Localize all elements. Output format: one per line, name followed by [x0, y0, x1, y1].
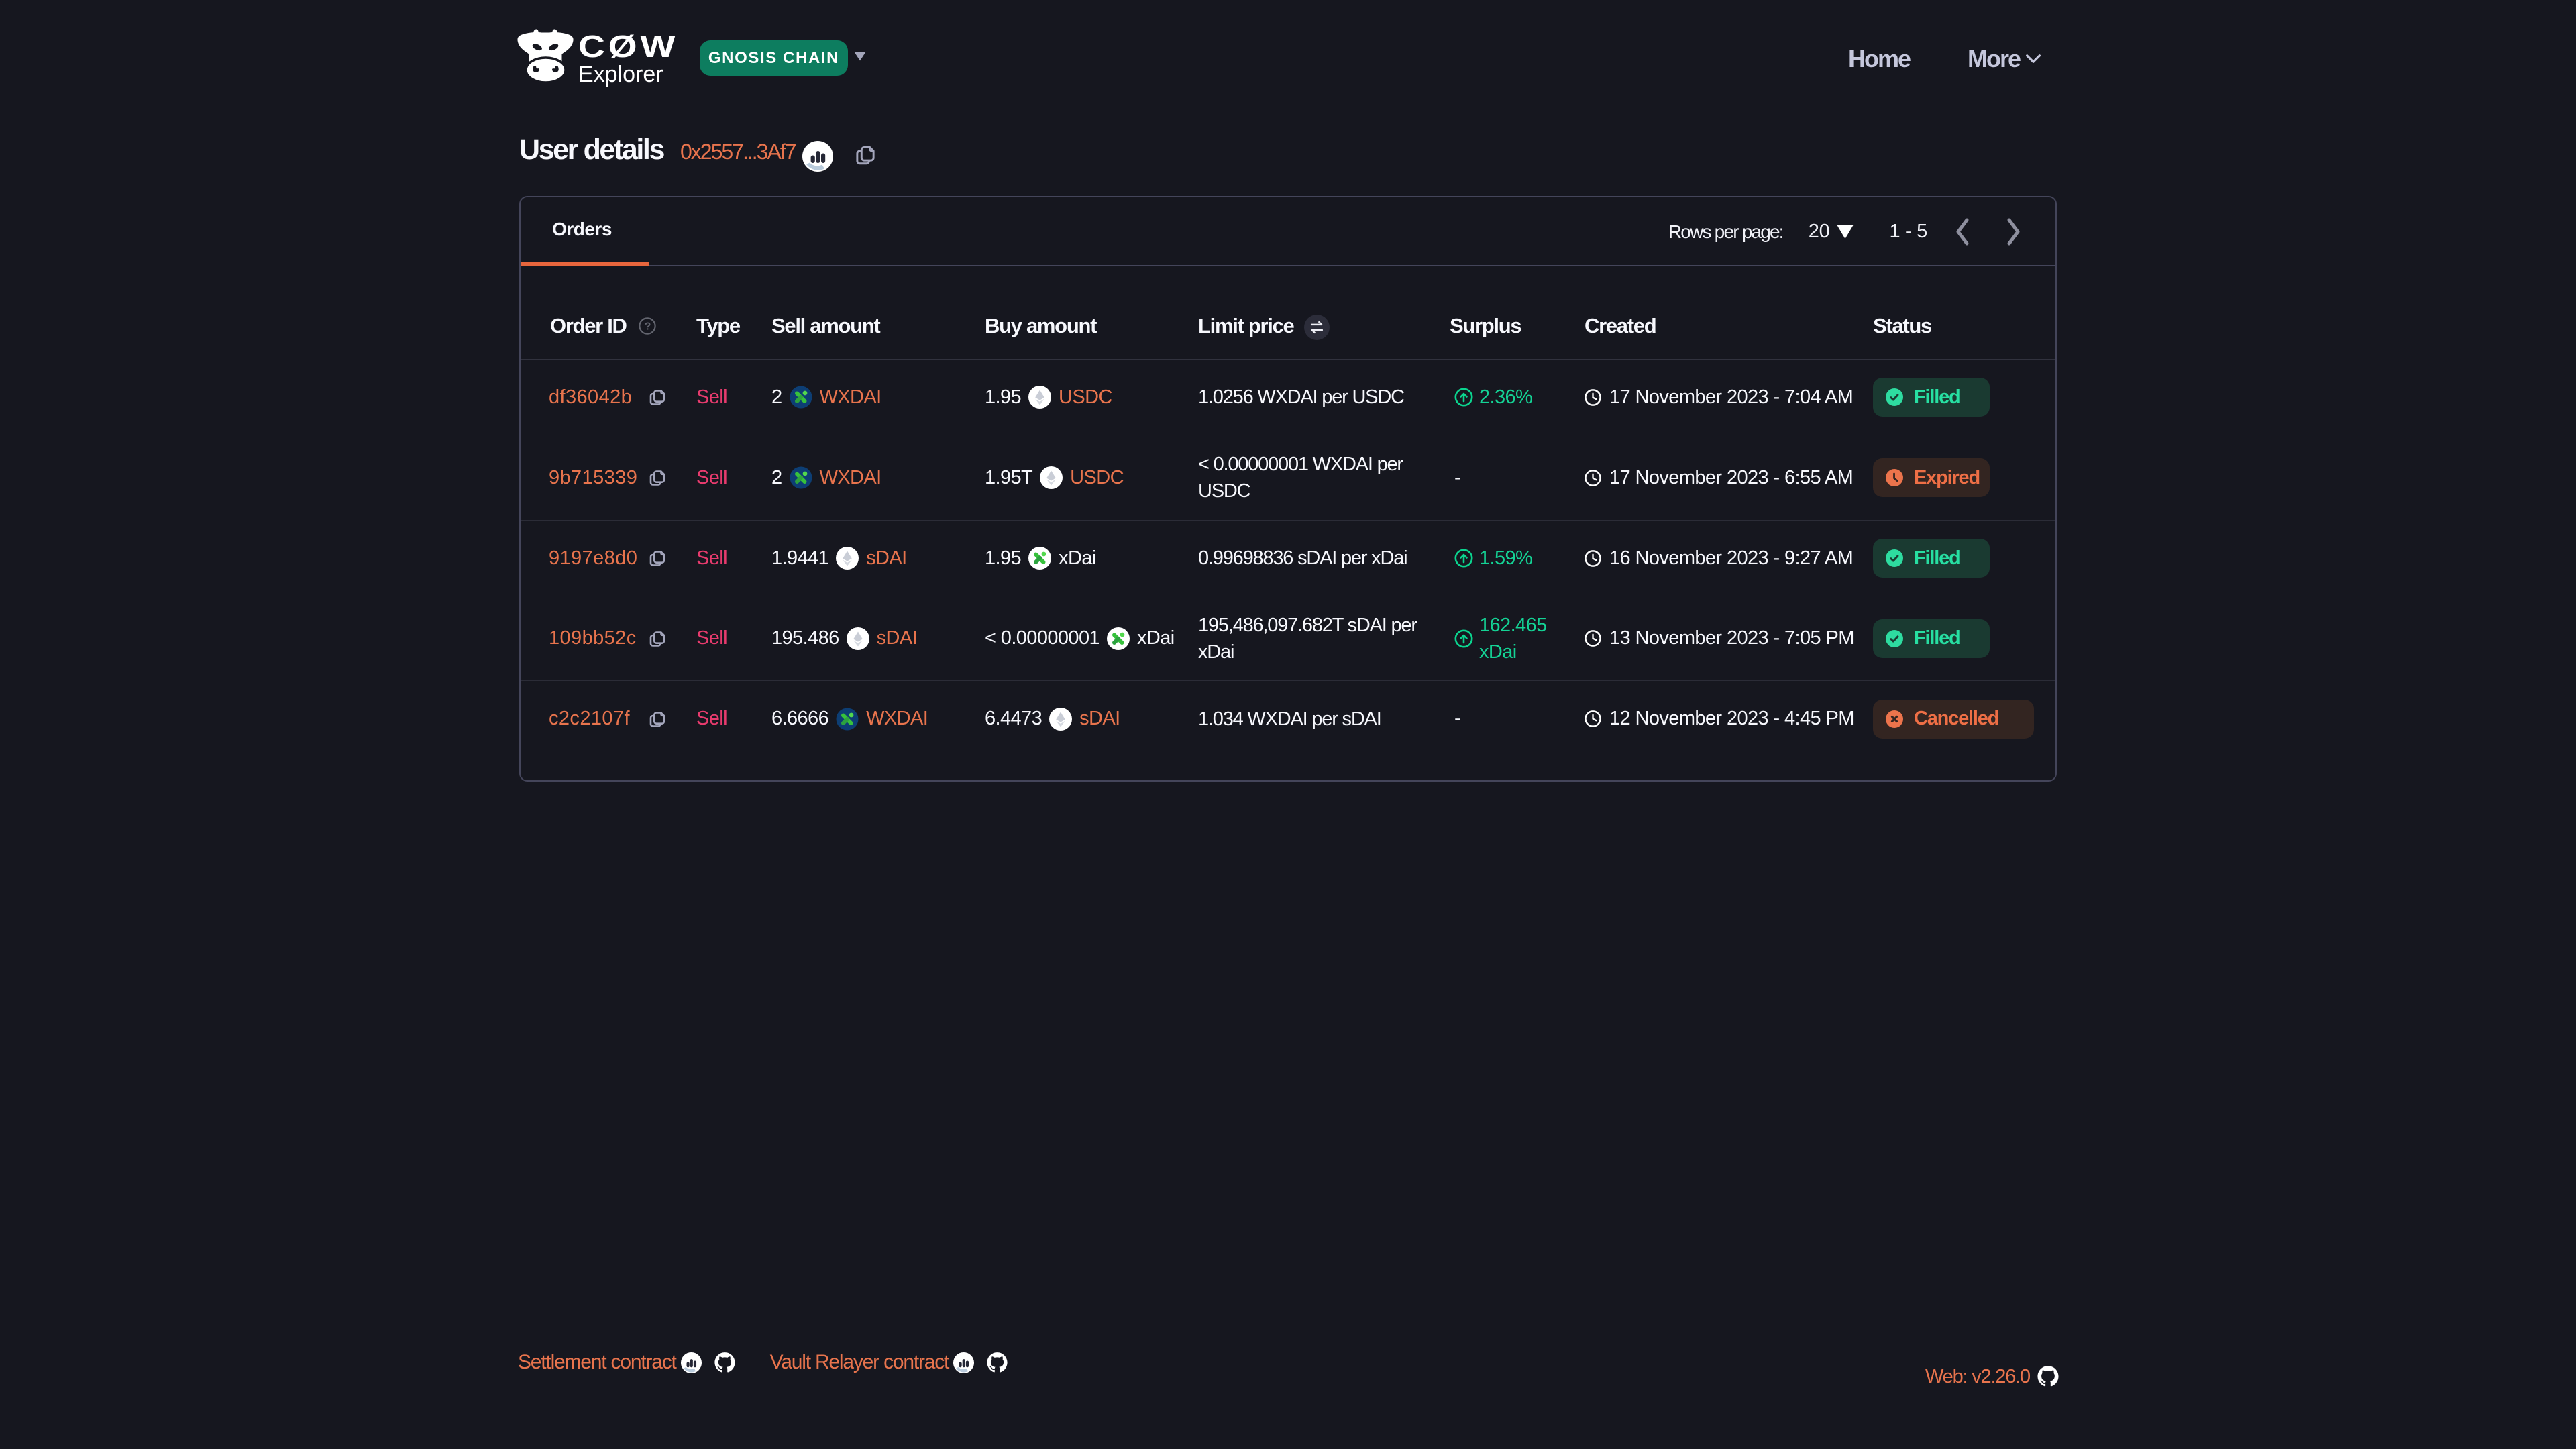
- svg-text:?: ?: [644, 321, 650, 333]
